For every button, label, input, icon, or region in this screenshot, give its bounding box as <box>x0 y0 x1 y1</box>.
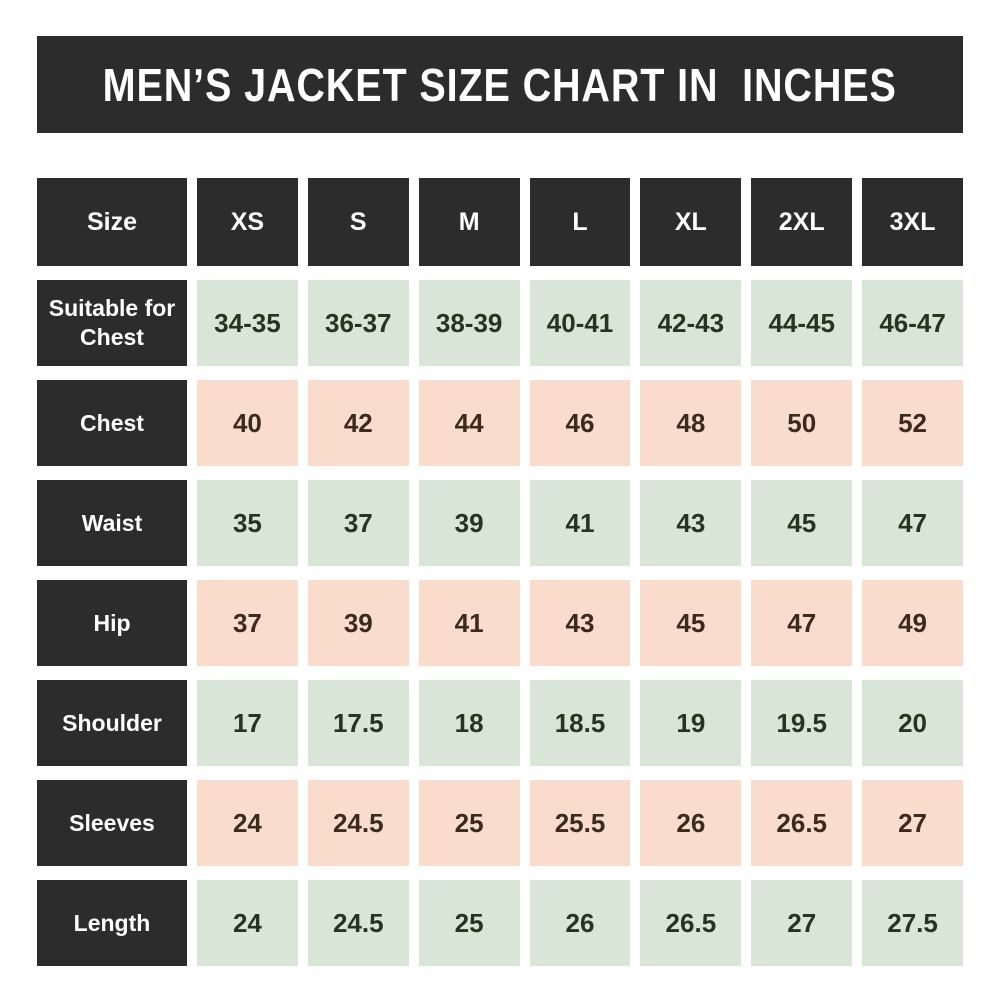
size-table: Size XS S M L XL 2XL 3XL Suitable for Chest 34-35… <box>37 178 963 966</box>
header-cell-size: Size <box>37 178 187 266</box>
value-cell: 43 <box>640 480 742 566</box>
header-cell-3xl: 3XL <box>862 178 963 266</box>
value-cell: 37 <box>197 580 298 666</box>
row-label-sleeves: Sleeves <box>37 780 187 866</box>
value-cell: 27 <box>751 880 853 966</box>
value-cell: 18.5 <box>529 680 631 766</box>
value-cell: 39 <box>418 480 520 566</box>
header-cell-l: L <box>529 178 631 266</box>
value-cell: 20 <box>862 680 963 766</box>
value-cell: 44-45 <box>751 280 853 366</box>
value-cell: 41 <box>529 480 631 566</box>
value-cell: 41 <box>418 580 520 666</box>
value-cell: 27.5 <box>862 880 963 966</box>
header-cell-m: M <box>418 178 520 266</box>
value-cell: 47 <box>862 480 963 566</box>
value-cell: 44 <box>418 380 520 466</box>
value-cell: 45 <box>640 580 742 666</box>
value-cell: 26.5 <box>640 880 742 966</box>
value-cell: 40-41 <box>529 280 631 366</box>
value-cell: 50 <box>751 380 853 466</box>
value-cell: 19 <box>640 680 742 766</box>
header-cell-2xl: 2XL <box>751 178 853 266</box>
row-label-hip: Hip <box>37 580 187 666</box>
header-cell-xs: XS <box>197 178 298 266</box>
value-cell: 49 <box>862 580 963 666</box>
page-title: MEN’S JACKET SIZE CHART IN INCHES <box>102 58 898 111</box>
value-cell: 24 <box>197 780 298 866</box>
value-cell: 40 <box>197 380 298 466</box>
value-cell: 39 <box>307 580 409 666</box>
title-bar: MEN’S JACKET SIZE CHART IN INCHES <box>37 36 963 133</box>
value-cell: 46-47 <box>862 280 963 366</box>
value-cell: 26.5 <box>751 780 853 866</box>
header-cell-s: S <box>307 178 409 266</box>
value-cell: 42-43 <box>640 280 742 366</box>
value-cell: 47 <box>751 580 853 666</box>
value-cell: 35 <box>197 480 298 566</box>
value-cell: 19.5 <box>751 680 853 766</box>
value-cell: 26 <box>529 880 631 966</box>
value-cell: 25.5 <box>529 780 631 866</box>
value-cell: 24.5 <box>307 780 409 866</box>
value-cell: 17.5 <box>307 680 409 766</box>
value-cell: 25 <box>418 780 520 866</box>
row-label-chest: Chest <box>37 380 187 466</box>
value-cell: 17 <box>197 680 298 766</box>
row-label-suitable-for-chest: Suitable for Chest <box>37 280 187 366</box>
row-label-waist: Waist <box>37 480 187 566</box>
value-cell: 42 <box>307 380 409 466</box>
value-cell: 37 <box>307 480 409 566</box>
row-label-length: Length <box>37 880 187 966</box>
value-cell: 24 <box>197 880 298 966</box>
header-cell-xl: XL <box>640 178 742 266</box>
value-cell: 25 <box>418 880 520 966</box>
value-cell: 52 <box>862 380 963 466</box>
value-cell: 46 <box>529 380 631 466</box>
value-cell: 27 <box>862 780 963 866</box>
value-cell: 45 <box>751 480 853 566</box>
value-cell: 26 <box>640 780 742 866</box>
row-label-shoulder: Shoulder <box>37 680 187 766</box>
value-cell: 38-39 <box>418 280 520 366</box>
value-cell: 34-35 <box>197 280 298 366</box>
value-cell: 18 <box>418 680 520 766</box>
value-cell: 43 <box>529 580 631 666</box>
value-cell: 36-37 <box>307 280 409 366</box>
value-cell: 48 <box>640 380 742 466</box>
value-cell: 24.5 <box>307 880 409 966</box>
